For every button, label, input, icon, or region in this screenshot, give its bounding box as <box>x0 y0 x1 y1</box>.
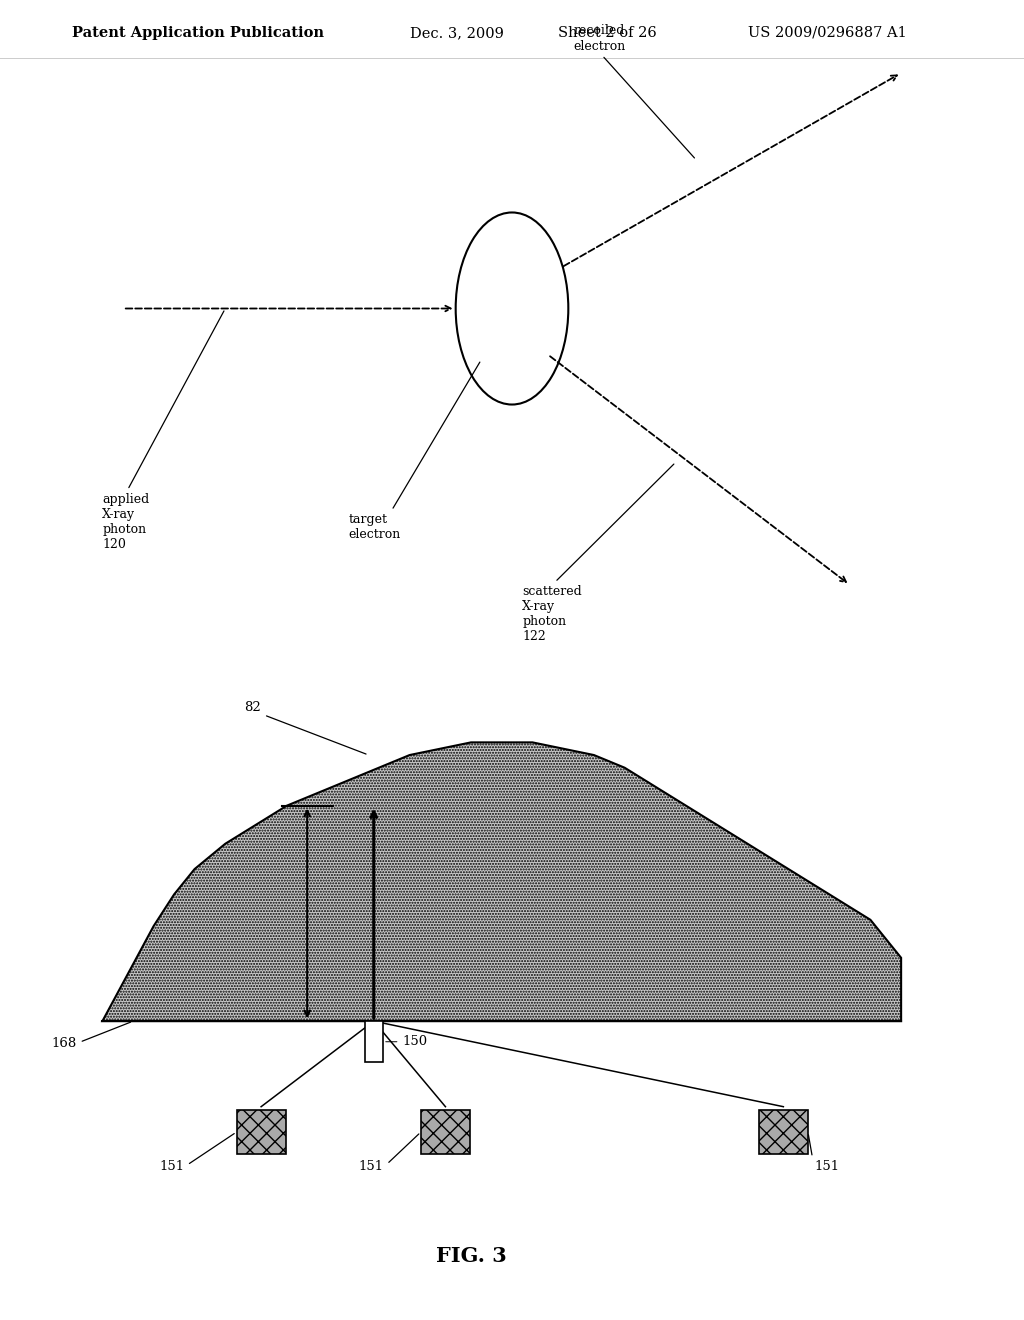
Bar <box>365 1022 383 1063</box>
Text: target
electron: target electron <box>348 362 480 541</box>
Text: 151: 151 <box>159 1134 234 1173</box>
Text: Dec. 3, 2009: Dec. 3, 2009 <box>410 26 504 40</box>
Text: 168: 168 <box>51 1022 130 1049</box>
Text: Sheet 2 of 26: Sheet 2 of 26 <box>558 26 656 40</box>
Text: scattered
X-ray
photon
122: scattered X-ray photon 122 <box>522 465 674 643</box>
Text: 151: 151 <box>808 1135 840 1173</box>
Text: recoiled
electron: recoiled electron <box>573 25 694 158</box>
Text: 82: 82 <box>245 701 366 754</box>
Text: FIG. 3: FIG. 3 <box>435 1246 507 1266</box>
Bar <box>421 1110 470 1154</box>
Bar <box>759 1110 808 1154</box>
Text: Patent Application Publication: Patent Application Publication <box>72 26 324 40</box>
Polygon shape <box>102 742 901 1022</box>
Text: FIG. 2: FIG. 2 <box>435 800 507 820</box>
Text: US 2009/0296887 A1: US 2009/0296887 A1 <box>748 26 906 40</box>
Text: applied
X-ray
photon
120: applied X-ray photon 120 <box>102 312 224 550</box>
Bar <box>237 1110 286 1154</box>
Text: 151: 151 <box>358 1134 419 1173</box>
Text: 150: 150 <box>386 1035 428 1048</box>
